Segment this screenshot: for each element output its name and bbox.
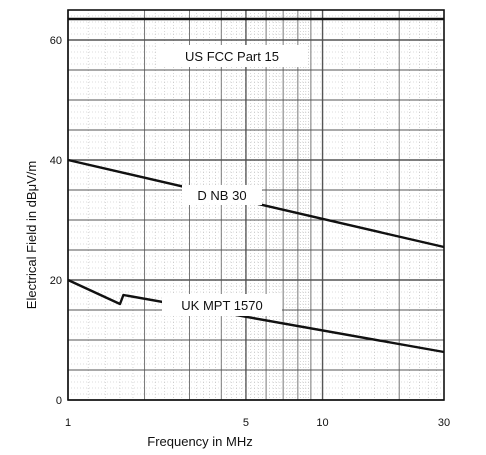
- y-tick-label: 0: [56, 395, 62, 407]
- x-tick-labels: 1 5 10 30: [65, 417, 450, 429]
- y-tick-label: 40: [50, 155, 62, 167]
- x-tick-label: 1: [65, 417, 71, 429]
- series-line-3: [67, 278, 445, 354]
- plot-border: [67, 9, 445, 401]
- series-label-2: D NB 30: [197, 188, 246, 203]
- series-label-bg: [182, 185, 262, 205]
- series-label-bg: [157, 45, 307, 67]
- plot-frame: [67, 9, 445, 401]
- y-axis-title: Electrical Field in dBμV/m: [24, 161, 39, 309]
- series-label-3: UK MPT 1570: [181, 298, 262, 313]
- x-axis-title: Frequency in MHz: [147, 434, 252, 449]
- y-tick-label: 20: [50, 275, 62, 287]
- series-label-bg: [162, 294, 282, 316]
- x-tick-label: 10: [316, 417, 328, 429]
- series-labels: US FCC Part 15 D NB 30 UK MPT 1570: [157, 45, 307, 316]
- x-tick-label: 5: [243, 417, 249, 429]
- series-label-1: US FCC Part 15: [185, 49, 279, 64]
- y-tick-labels: 0 20 40 60: [50, 35, 62, 407]
- x-tick-label: 30: [438, 417, 450, 429]
- y-tick-label: 60: [50, 35, 62, 47]
